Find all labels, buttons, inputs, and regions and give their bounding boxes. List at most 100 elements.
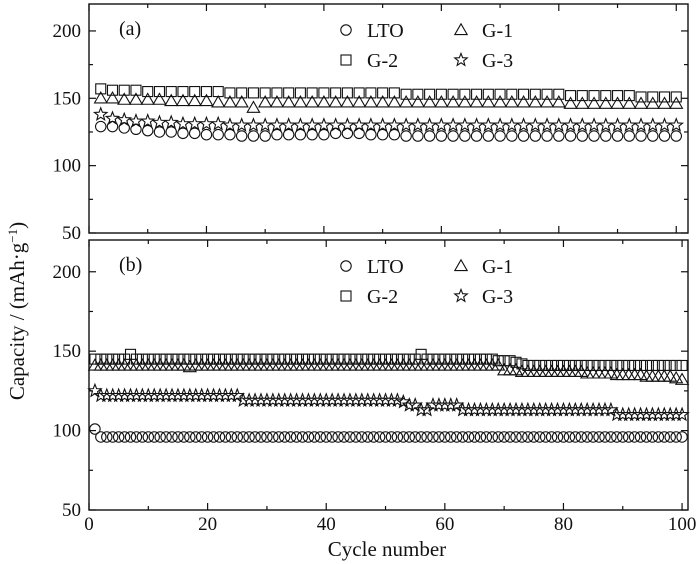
- data-point: [175, 93, 191, 107]
- data-point: [356, 431, 368, 443]
- x-tick-label: 40: [317, 514, 336, 535]
- data-point: [492, 355, 504, 367]
- data-point: [93, 358, 109, 371]
- data-point: [117, 358, 132, 371]
- data-point: [95, 353, 107, 365]
- data-point: [610, 96, 625, 109]
- data-point: [284, 431, 297, 443]
- data-point: [474, 353, 486, 365]
- data-point: [538, 364, 553, 377]
- data-point: [532, 364, 547, 377]
- data-point: [148, 353, 160, 365]
- data-point: [581, 431, 593, 443]
- data-point: [106, 431, 119, 443]
- data-point: [200, 358, 215, 371]
- data-point: [611, 130, 624, 142]
- data-point: [166, 353, 178, 365]
- data-point: [605, 359, 617, 372]
- data-point: [599, 431, 611, 443]
- series-g-2: [89, 348, 688, 372]
- data-point: [273, 353, 285, 365]
- data-point: [435, 130, 448, 142]
- data-point: [234, 95, 249, 108]
- data-point: [255, 431, 267, 443]
- data-point: [427, 353, 439, 365]
- data-point: [186, 115, 203, 131]
- data-point: [93, 90, 108, 104]
- data-point: [504, 355, 516, 367]
- data-point: [431, 358, 447, 371]
- data-point: [316, 95, 332, 108]
- data-point: [658, 91, 671, 103]
- data-point: [516, 95, 531, 108]
- data-point: [482, 130, 495, 142]
- chart-panel-b: 0 20 40 60 80 100 50 100 150 200 (b) LTO G-1 G-2 G-3: [53, 239, 697, 535]
- data-point: [135, 358, 150, 371]
- legend-label: G-3: [482, 286, 513, 308]
- data-point: [280, 117, 297, 132]
- data-point: [210, 115, 226, 131]
- data-point: [189, 86, 201, 98]
- y-tick-label: 50: [62, 500, 81, 521]
- data-point: [123, 358, 138, 371]
- data-point: [400, 88, 412, 100]
- data-point: [674, 372, 690, 385]
- data-point: [202, 353, 214, 365]
- data-point: [130, 353, 142, 365]
- data-point: [385, 431, 398, 443]
- data-point: [160, 431, 172, 443]
- data-point: [320, 353, 332, 365]
- legend-label: G-2: [367, 50, 398, 72]
- data-point: [308, 431, 321, 443]
- data-point: [190, 353, 202, 365]
- series-g-3: [87, 382, 690, 422]
- data-point: [480, 117, 497, 132]
- data-point: [388, 87, 400, 99]
- data-point: [198, 115, 215, 131]
- data-point: [379, 431, 392, 443]
- data-point: [92, 106, 109, 122]
- data-point: [363, 95, 379, 108]
- data-point: [318, 87, 330, 99]
- data-point: [539, 431, 552, 443]
- plot-frame: [88, 239, 689, 511]
- data-point: [338, 431, 350, 443]
- data-point: [313, 358, 328, 371]
- data-point: [304, 117, 320, 132]
- data-point: [230, 358, 245, 371]
- data-point: [249, 431, 261, 443]
- data-point: [388, 128, 401, 141]
- data-point: [640, 359, 653, 372]
- data-point: [142, 353, 154, 365]
- data-point: [282, 128, 295, 141]
- data-point: [575, 431, 587, 443]
- series-g-1: [87, 358, 690, 385]
- data-point: [563, 431, 576, 443]
- data-point: [586, 96, 602, 109]
- legend: LTO G-1 G-2 G-3: [340, 256, 513, 308]
- data-point: [247, 130, 260, 142]
- data-point: [94, 120, 107, 133]
- data-point: [518, 88, 530, 100]
- data-point: [412, 88, 424, 100]
- data-point: [410, 117, 426, 132]
- data-point: [516, 431, 528, 443]
- data-point: [450, 431, 463, 443]
- data-point: [569, 431, 582, 443]
- series-g-3: [92, 106, 685, 132]
- data-point: [482, 88, 494, 100]
- data-point: [112, 431, 125, 443]
- x-axis-title: Cycle number: [328, 537, 446, 561]
- data-point: [154, 353, 166, 365]
- data-point: [494, 130, 506, 142]
- data-point: [306, 87, 318, 99]
- data-point: [651, 369, 666, 382]
- data-point: [296, 353, 309, 365]
- data-point: [175, 115, 191, 131]
- y-tick-label: 200: [53, 21, 82, 42]
- data-point: [498, 355, 510, 367]
- x-tick-label: 100: [668, 514, 697, 535]
- data-point: [421, 431, 433, 443]
- data-point: [479, 358, 494, 371]
- data-point: [235, 130, 248, 142]
